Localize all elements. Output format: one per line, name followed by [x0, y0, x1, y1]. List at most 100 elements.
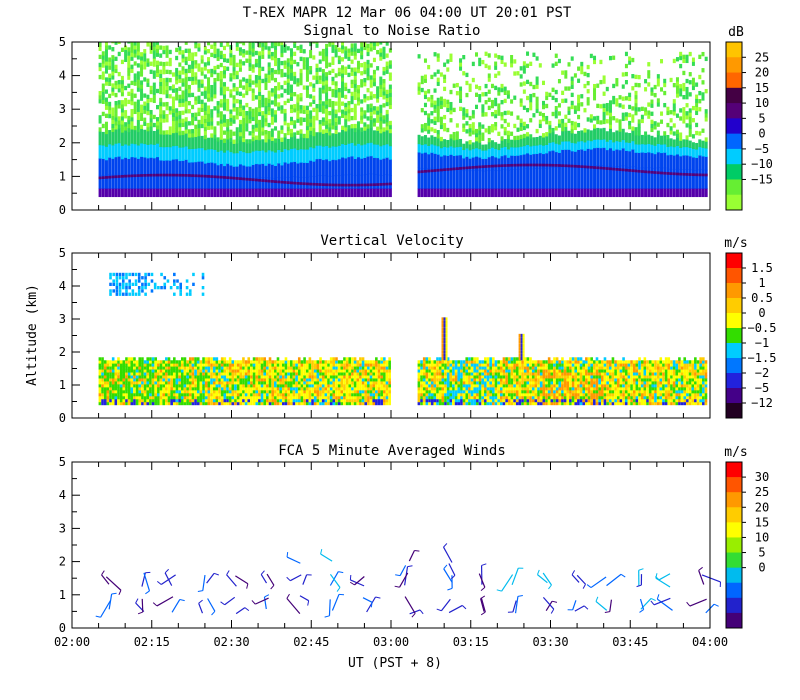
snr-cell	[104, 159, 108, 177]
snr-cell	[385, 42, 389, 46]
snr-cell	[197, 63, 201, 68]
snr-cell	[580, 140, 584, 150]
snr-cell	[309, 82, 313, 87]
snr-cell	[698, 131, 702, 136]
snr-cell	[159, 89, 163, 95]
snr-cell	[653, 137, 657, 146]
snr-cell	[264, 85, 268, 91]
snr-cell	[258, 127, 262, 133]
vv-cell	[319, 392, 322, 397]
snr-cell	[187, 88, 191, 94]
vv-cell	[255, 378, 259, 382]
snr-cell	[235, 143, 239, 154]
snr-cell	[171, 104, 175, 109]
snr-cell	[535, 136, 539, 146]
snr-cell	[455, 188, 459, 198]
snr-cell	[628, 96, 632, 102]
vv-cell	[204, 392, 208, 397]
vv-cell	[303, 395, 306, 400]
snr-cell	[459, 58, 463, 63]
snr-cell	[178, 74, 182, 79]
snr-cell	[385, 89, 389, 95]
snr-cell	[385, 182, 389, 186]
snr-cell	[475, 169, 479, 189]
snr-cell	[695, 106, 699, 112]
snr-cell	[270, 72, 274, 77]
snr-cell	[197, 174, 201, 178]
vv-cell	[332, 363, 336, 367]
snr-cell	[615, 188, 619, 198]
snr-cell	[631, 166, 635, 189]
snr-cell	[567, 149, 571, 167]
snr-cell	[226, 106, 230, 112]
vv-cell	[146, 372, 150, 376]
snr-cell	[337, 108, 341, 113]
vv-cell	[258, 363, 261, 367]
snr-cell	[637, 131, 641, 136]
snr-cell	[200, 161, 204, 177]
vv-cell	[258, 384, 261, 388]
vv-cell	[106, 378, 110, 382]
snr-cell	[328, 98, 332, 104]
snr-cell	[270, 188, 274, 198]
snr-cell	[637, 83, 641, 88]
snr-cell	[226, 98, 230, 104]
snr-cell	[120, 92, 124, 97]
vv-cell	[255, 357, 259, 361]
vv-cell	[380, 366, 383, 370]
snr-cell	[207, 77, 211, 82]
vv-cell	[228, 384, 232, 388]
vv-cell	[244, 369, 248, 373]
vv-cell	[289, 401, 293, 406]
vv-cell	[268, 375, 272, 379]
snr-cell	[152, 42, 156, 47]
snr-cell	[621, 188, 625, 198]
snr-cell	[675, 85, 679, 90]
snr-cell	[277, 130, 281, 135]
snr-cell	[350, 99, 354, 105]
snr-cell	[656, 122, 660, 127]
vv-cell	[274, 392, 277, 397]
snr-cell	[289, 136, 293, 149]
snr-cell	[242, 178, 246, 189]
snr-cell	[631, 74, 635, 79]
vv-cell	[348, 381, 352, 385]
vv-cell	[180, 398, 184, 403]
snr-cell	[216, 101, 220, 106]
snr-cell	[433, 188, 437, 198]
snr-cell	[570, 92, 574, 98]
snr-cell	[175, 158, 179, 176]
snr-cell	[704, 113, 708, 118]
vv-cell	[311, 401, 314, 406]
snr-cell	[171, 188, 175, 198]
vv-cell	[119, 398, 123, 403]
snr-cell	[293, 124, 297, 129]
vv-cell	[428, 357, 431, 361]
snr-cell	[551, 188, 555, 198]
snr-cell	[436, 145, 440, 155]
snr-cell	[564, 98, 568, 103]
vv-cell	[295, 372, 298, 376]
vv-cell	[343, 384, 346, 388]
snr-cell	[267, 70, 271, 75]
snr-cell	[545, 115, 549, 121]
vv-cell	[364, 389, 368, 394]
snr-cell	[140, 68, 144, 73]
vv-cell	[361, 360, 365, 364]
vv-cell	[375, 386, 378, 391]
snr-cell	[621, 72, 625, 77]
snr-cell	[159, 69, 163, 74]
snr-cell	[305, 73, 309, 78]
snr-cell	[510, 139, 514, 148]
vv-cell	[327, 386, 330, 391]
snr-cell	[219, 70, 223, 76]
snr-cell	[146, 144, 150, 159]
snr-cell	[296, 130, 300, 135]
snr-cell	[207, 85, 211, 90]
snr-cell	[203, 138, 207, 151]
vv-cell	[242, 381, 245, 385]
snr-cell	[436, 117, 440, 123]
snr-cell	[363, 69, 367, 75]
snr-cell	[475, 52, 479, 57]
vv-cell	[117, 386, 120, 391]
